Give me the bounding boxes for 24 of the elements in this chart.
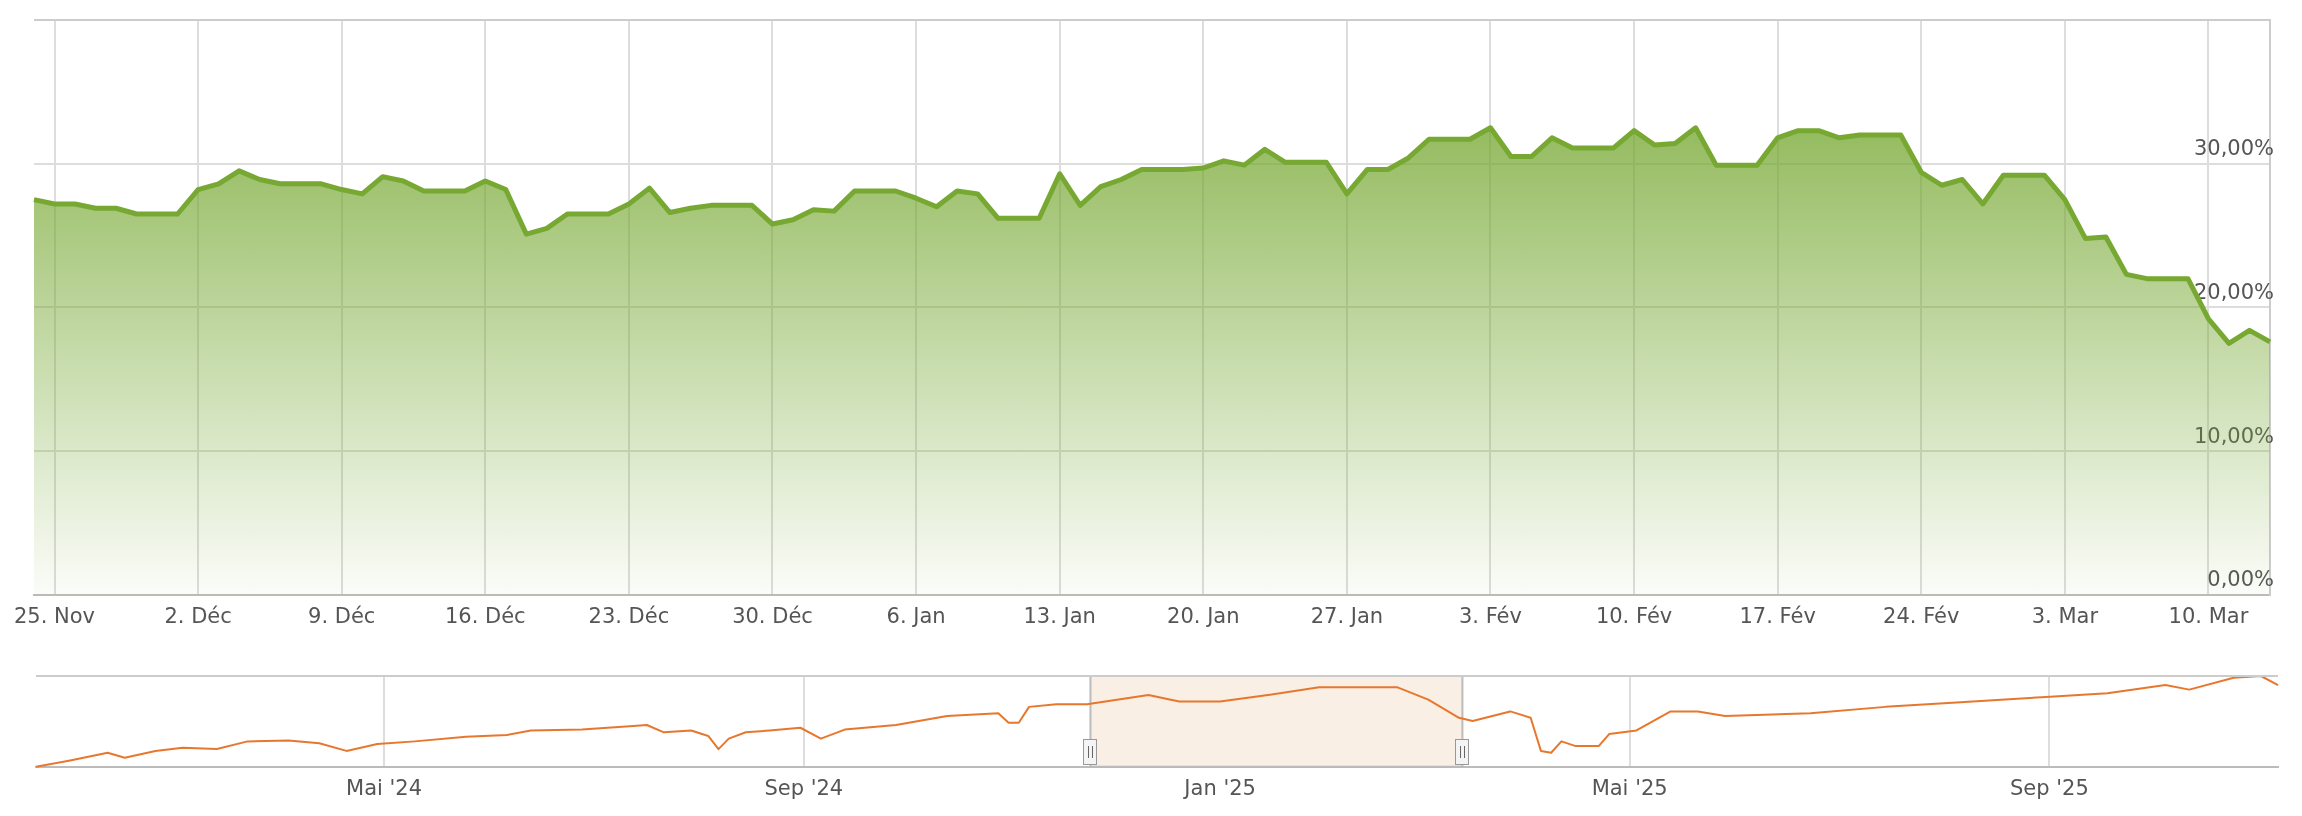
x-tick-label: 16. Déc xyxy=(444,603,526,628)
x-tick-label: 17. Fév xyxy=(1739,603,1816,628)
x-tick-label: 25. Nov xyxy=(13,603,96,628)
x-tick-label: Mai '24 xyxy=(346,775,423,800)
x-tick-label: Jan '25 xyxy=(1182,775,1256,800)
x-tick-label: 24. Fév xyxy=(1883,603,1960,628)
x-tick-label: Sep '25 xyxy=(2009,775,2089,800)
x-tick-label: 20. Jan xyxy=(1167,603,1240,628)
x-tick-label: 3. Fév xyxy=(1458,603,1522,628)
x-tick-label: 13. Jan xyxy=(1023,603,1096,628)
x-tick-label: Mai '25 xyxy=(1591,775,1668,800)
x-tick-label: 6. Jan xyxy=(886,603,946,628)
y-tick-label: 0,00% xyxy=(2207,567,2274,592)
x-tick-label: 2. Déc xyxy=(164,603,232,628)
y-tick-label: 10,00% xyxy=(2193,423,2274,448)
x-tick-label: Sep '24 xyxy=(764,775,844,800)
x-tick-label: 10. Fév xyxy=(1595,603,1673,628)
x-tick-label: 27. Jan xyxy=(1310,603,1384,628)
y-tick-label: 30,00% xyxy=(2193,136,2274,161)
x-tick-label: 23. Déc xyxy=(588,603,670,628)
x-tick-label: 30. Déc xyxy=(732,603,813,628)
x-tick-label: 10. Mar xyxy=(2168,603,2249,628)
x-tick-label: 9. Déc xyxy=(308,603,376,628)
x-tick-label: 3. Mar xyxy=(2031,603,2099,628)
